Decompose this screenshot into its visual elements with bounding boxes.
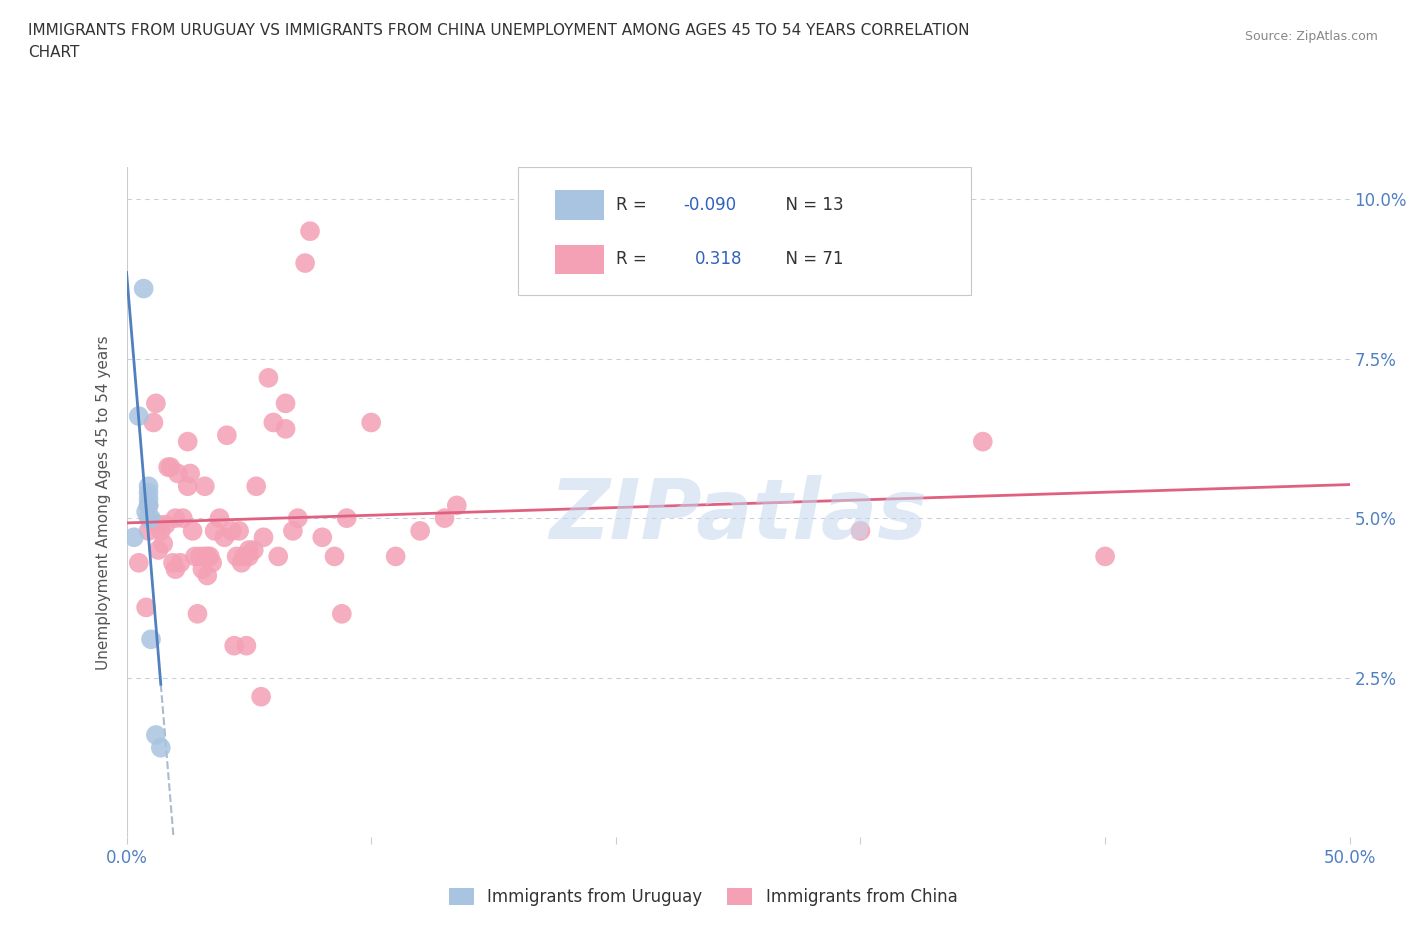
- Point: [336, 511, 359, 525]
- Text: N = 13: N = 13: [775, 196, 844, 214]
- Text: 0.318: 0.318: [696, 250, 742, 269]
- Point: [184, 549, 207, 564]
- Text: -0.090: -0.090: [683, 196, 737, 214]
- Point: [179, 466, 201, 481]
- Point: [195, 549, 218, 564]
- Point: [181, 524, 204, 538]
- Point: [208, 511, 231, 525]
- Point: [214, 530, 236, 545]
- Point: [132, 281, 155, 296]
- Point: [409, 524, 432, 538]
- Point: [162, 555, 184, 570]
- Point: [235, 638, 257, 653]
- Point: [157, 459, 180, 474]
- Point: [299, 224, 322, 239]
- Point: [138, 492, 160, 507]
- Point: [169, 555, 191, 570]
- Point: [138, 498, 160, 512]
- Point: [224, 638, 246, 653]
- Point: [122, 530, 145, 545]
- Point: [225, 549, 247, 564]
- Point: [238, 542, 260, 557]
- Point: [1094, 549, 1116, 564]
- Point: [186, 606, 208, 621]
- Point: [138, 498, 160, 512]
- Point: [231, 555, 253, 570]
- Point: [177, 479, 200, 494]
- FancyBboxPatch shape: [517, 167, 970, 295]
- Point: [257, 370, 280, 385]
- Point: [148, 517, 170, 532]
- Text: R =: R =: [616, 196, 652, 214]
- Point: [138, 479, 160, 494]
- Point: [360, 415, 382, 430]
- Point: [323, 549, 346, 564]
- Point: [267, 549, 290, 564]
- Point: [155, 517, 177, 532]
- Text: Source: ZipAtlas.com: Source: ZipAtlas.com: [1244, 30, 1378, 43]
- Point: [128, 408, 150, 423]
- Point: [446, 498, 468, 512]
- Point: [188, 549, 211, 564]
- Point: [330, 606, 353, 621]
- Point: [274, 396, 297, 411]
- Point: [138, 524, 160, 538]
- Point: [145, 727, 167, 742]
- Bar: [555, 190, 603, 219]
- Point: [252, 530, 274, 545]
- Point: [215, 428, 238, 443]
- Point: [191, 562, 214, 577]
- Point: [250, 689, 273, 704]
- Point: [233, 549, 256, 564]
- Point: [159, 459, 181, 474]
- Point: [238, 549, 260, 564]
- Point: [142, 415, 165, 430]
- Point: [201, 555, 224, 570]
- Point: [138, 485, 160, 500]
- Text: ZIPatlas: ZIPatlas: [550, 475, 927, 556]
- Point: [138, 511, 160, 525]
- Point: [287, 511, 309, 525]
- Point: [221, 524, 243, 538]
- Point: [281, 524, 304, 538]
- Point: [167, 466, 190, 481]
- Point: [135, 600, 157, 615]
- Point: [165, 562, 187, 577]
- Point: [204, 524, 226, 538]
- Text: CHART: CHART: [28, 45, 80, 60]
- Point: [172, 511, 194, 525]
- Point: [274, 421, 297, 436]
- Point: [152, 537, 174, 551]
- Point: [177, 434, 200, 449]
- Point: [148, 542, 170, 557]
- Point: [195, 568, 218, 583]
- Point: [139, 511, 162, 525]
- Point: [228, 524, 250, 538]
- Point: [972, 434, 994, 449]
- Point: [135, 504, 157, 519]
- Point: [849, 524, 872, 538]
- Point: [149, 740, 172, 755]
- Text: R =: R =: [616, 250, 657, 269]
- Point: [311, 530, 333, 545]
- Point: [384, 549, 406, 564]
- Point: [139, 631, 162, 646]
- Text: IMMIGRANTS FROM URUGUAY VS IMMIGRANTS FROM CHINA UNEMPLOYMENT AMONG AGES 45 TO 5: IMMIGRANTS FROM URUGUAY VS IMMIGRANTS FR…: [28, 23, 970, 38]
- Point: [262, 415, 284, 430]
- Point: [245, 479, 267, 494]
- Point: [194, 549, 217, 564]
- Legend: Immigrants from Uruguay, Immigrants from China: Immigrants from Uruguay, Immigrants from…: [441, 881, 965, 912]
- Bar: [555, 245, 603, 274]
- Point: [242, 542, 264, 557]
- Point: [194, 479, 217, 494]
- Point: [128, 555, 150, 570]
- Point: [149, 524, 172, 538]
- Point: [433, 511, 456, 525]
- Point: [145, 396, 167, 411]
- Point: [294, 256, 316, 271]
- Point: [198, 549, 221, 564]
- Y-axis label: Unemployment Among Ages 45 to 54 years: Unemployment Among Ages 45 to 54 years: [96, 335, 111, 670]
- Point: [165, 511, 187, 525]
- Text: N = 71: N = 71: [775, 250, 844, 269]
